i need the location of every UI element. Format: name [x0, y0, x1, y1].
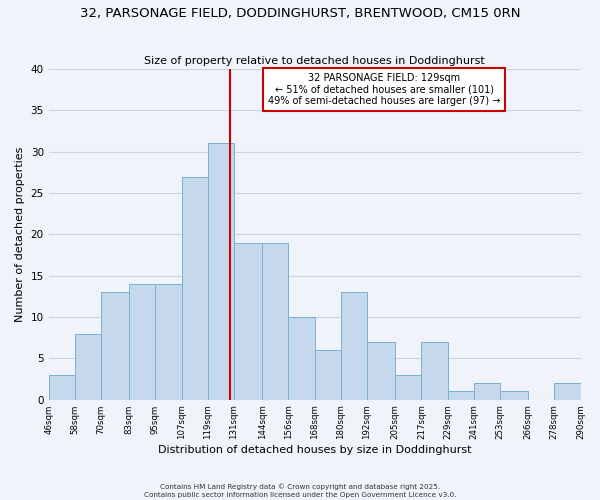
Bar: [448, 392, 473, 400]
Bar: [500, 392, 528, 400]
Text: Contains HM Land Registry data © Crown copyright and database right 2025.
Contai: Contains HM Land Registry data © Crown c…: [144, 484, 456, 498]
Bar: [289, 317, 314, 400]
Bar: [314, 350, 341, 400]
Bar: [101, 292, 130, 400]
Bar: [473, 383, 500, 400]
X-axis label: Distribution of detached houses by size in Doddinghurst: Distribution of detached houses by size …: [158, 445, 472, 455]
Bar: [262, 242, 289, 400]
Bar: [554, 383, 581, 400]
Bar: [234, 242, 262, 400]
Bar: [367, 342, 395, 400]
Bar: [395, 375, 421, 400]
Bar: [208, 144, 234, 400]
Bar: [130, 284, 155, 400]
Bar: [75, 334, 101, 400]
Bar: [182, 176, 208, 400]
Bar: [341, 292, 367, 400]
Y-axis label: Number of detached properties: Number of detached properties: [15, 146, 25, 322]
Bar: [155, 284, 182, 400]
Text: 32, PARSONAGE FIELD, DODDINGHURST, BRENTWOOD, CM15 0RN: 32, PARSONAGE FIELD, DODDINGHURST, BRENT…: [80, 8, 520, 20]
Bar: [49, 375, 75, 400]
Bar: [421, 342, 448, 400]
Text: 32 PARSONAGE FIELD: 129sqm
← 51% of detached houses are smaller (101)
49% of sem: 32 PARSONAGE FIELD: 129sqm ← 51% of deta…: [268, 73, 500, 106]
Title: Size of property relative to detached houses in Doddinghurst: Size of property relative to detached ho…: [144, 56, 485, 66]
